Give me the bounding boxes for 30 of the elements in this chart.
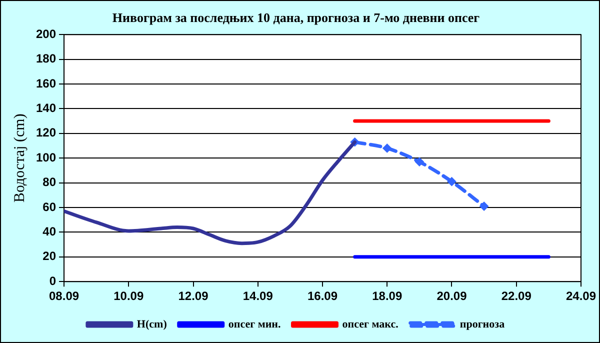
point <box>480 202 489 211</box>
point <box>382 144 392 153</box>
y-tick-label: 200 <box>36 26 56 41</box>
y-tick-label: 140 <box>36 101 56 116</box>
x-tick-label: 22.09 <box>501 289 532 304</box>
y-tick-label: 80 <box>42 175 56 190</box>
x-tick-label: 24.09 <box>566 289 596 304</box>
y-tick-label: 160 <box>36 76 56 90</box>
point <box>414 157 424 166</box>
legend-label: опсег мин. <box>228 318 282 330</box>
x-tick-label: 20.09 <box>436 289 468 304</box>
x-tick-label: 12.09 <box>178 289 209 304</box>
y-tick-label: 40 <box>42 224 56 239</box>
y-tick-label: 0 <box>49 274 56 288</box>
y-tick-label: 60 <box>42 200 56 214</box>
point <box>447 177 456 186</box>
legend-label: прогноза <box>460 318 506 330</box>
x-tick-label: 08.09 <box>49 289 80 304</box>
y-tick-label: 120 <box>36 126 56 140</box>
x-tick-label: 10.09 <box>114 289 144 304</box>
legend-label: H(cm) <box>136 318 168 330</box>
y-tick-label: 100 <box>36 150 56 164</box>
y-tick-label: 20 <box>42 249 56 264</box>
x-tick-label: 18.09 <box>372 289 402 304</box>
y-tick-label: 180 <box>36 52 56 66</box>
x-tick-label: 14.09 <box>242 289 274 304</box>
chart-title: Нивограм за последњих 10 дана, прогноза и 7-мо дневни опсег <box>112 10 480 26</box>
y-axis-title: Водостај (cm) <box>12 114 28 203</box>
legend-label: опсег макс. <box>342 318 399 330</box>
x-tick-label: 16.09 <box>307 289 338 304</box>
